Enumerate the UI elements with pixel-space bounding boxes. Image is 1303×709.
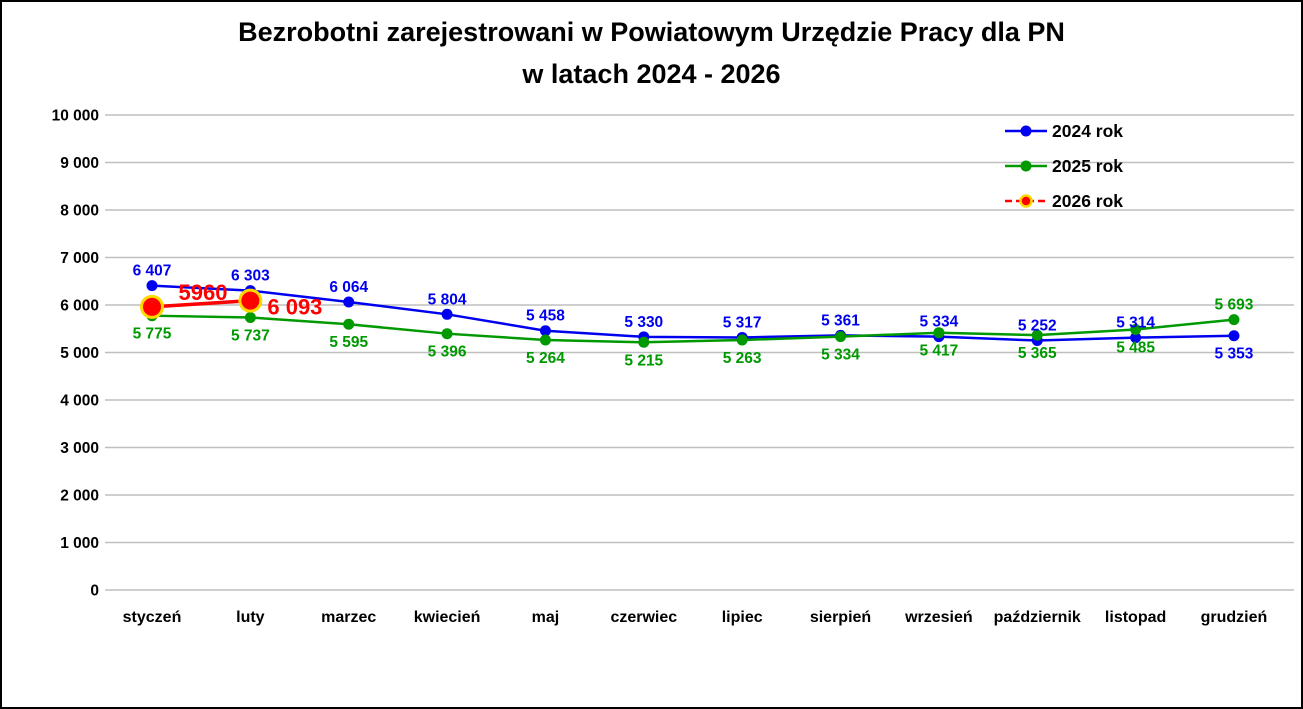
y-tick-label: 1 000 — [60, 535, 99, 552]
data-point-marker — [238, 288, 263, 313]
legend-marker-icon — [1020, 125, 1032, 137]
y-tick-label: 2 000 — [60, 488, 99, 505]
data-point-marker — [933, 327, 945, 339]
data-label: 5 314 — [1116, 315, 1155, 332]
data-label: 5 737 — [231, 327, 270, 344]
x-tick-label: maj — [532, 609, 560, 626]
data-point-marker — [539, 325, 551, 337]
x-axis-labels: styczeń luty marzec kwiecień maj czerwiec lipi… — [123, 609, 1268, 626]
y-tick-label: 10 000 — [52, 108, 99, 125]
data-label: 5 693 — [1215, 297, 1254, 314]
gridlines — [105, 114, 1294, 591]
data-label: 5 215 — [624, 352, 663, 369]
data-label: 6 093 — [267, 295, 322, 320]
series-2025-rok — [146, 310, 1240, 348]
data-point-marker — [343, 296, 355, 308]
legend-marker-icon — [1019, 194, 1033, 208]
legend-marker-icon — [1020, 160, 1032, 172]
data-point-marker — [1228, 330, 1240, 342]
data-label: 5 485 — [1116, 339, 1155, 356]
data-label: 5 595 — [329, 334, 368, 351]
x-tick-label: kwiecień — [414, 609, 481, 626]
data-label: 5 458 — [526, 308, 565, 325]
data-point-marker — [146, 280, 158, 292]
data-point-marker — [1130, 323, 1142, 335]
data-point-marker — [1130, 332, 1142, 344]
chart-title: Bezrobotni zarejestrowani w Powiatowym U… — [2, 11, 1301, 95]
series-line — [151, 314, 1235, 344]
data-point-marker — [1228, 314, 1240, 326]
x-tick-label: sierpień — [810, 609, 871, 626]
legend-label: 2024 rok — [1052, 121, 1123, 141]
legend-label: 2025 rok — [1052, 156, 1123, 176]
data-label: 6 064 — [329, 279, 368, 296]
data-label: 6 303 — [231, 268, 270, 285]
data-point-marker — [736, 334, 748, 346]
y-tick-label: 0 — [90, 583, 99, 600]
data-point-marker — [441, 328, 453, 340]
data-point-marker — [539, 334, 551, 346]
data-point-marker — [441, 308, 453, 320]
y-tick-label: 4 000 — [60, 393, 99, 410]
data-point-marker — [244, 311, 256, 323]
legend-label: 2026 rok — [1052, 191, 1123, 211]
x-tick-label: grudzień — [1201, 609, 1268, 626]
legend-item-2026-rok: 2026 rok — [1005, 191, 1123, 211]
data-labels-2024-rok: 6 407 6 303 6 064 5 804 5 458 5 330 5 317 5 361… — [133, 263, 1254, 363]
data-labels-2026-rok: 5960 6 093 — [179, 280, 323, 320]
data-label: 5 334 — [919, 314, 958, 331]
x-tick-label: luty — [236, 609, 265, 626]
y-tick-label: 5 000 — [60, 345, 99, 362]
series-2026-rok — [140, 288, 263, 319]
chart-title-line2: w latach 2024 - 2026 — [522, 59, 781, 89]
x-tick-label: marzec — [321, 609, 376, 626]
x-tick-label: wrzesień — [904, 609, 973, 626]
chart-title-line1: Bezrobotni zarejestrowani w Powiatowym U… — [238, 17, 1065, 47]
data-label: 5 353 — [1215, 346, 1254, 363]
y-tick-label: 6 000 — [60, 298, 99, 315]
y-tick-label: 9 000 — [60, 155, 99, 172]
x-tick-label: październik — [994, 609, 1081, 626]
data-label: 5 317 — [723, 314, 762, 331]
data-labels-2025-rok: 5 775 5 737 5 595 5 396 5 264 5 215 5 263 5 334… — [133, 297, 1254, 370]
data-point-marker — [1031, 329, 1043, 341]
data-label: 5 775 — [133, 326, 172, 343]
data-label: 5 417 — [919, 343, 958, 360]
legend: 2024 rok 2025 rok 2026 rok — [1005, 121, 1123, 211]
data-label: 5 252 — [1018, 318, 1057, 335]
data-point-marker — [343, 318, 355, 330]
series-line — [151, 284, 1234, 342]
data-point-marker — [835, 331, 847, 343]
y-tick-label: 7 000 — [60, 250, 99, 267]
data-point-marker — [638, 336, 650, 348]
data-label: 5 334 — [821, 347, 860, 364]
data-label: 5 330 — [624, 314, 663, 331]
x-tick-label: styczeń — [123, 609, 182, 626]
data-label: 5 263 — [723, 350, 762, 367]
x-tick-label: listopad — [1105, 609, 1166, 626]
y-tick-label: 8 000 — [60, 203, 99, 220]
data-label: 5 365 — [1018, 345, 1057, 362]
data-point-marker — [140, 294, 164, 319]
x-tick-label: lipiec — [722, 609, 763, 626]
series-line — [151, 298, 251, 309]
data-label: 5 396 — [428, 344, 467, 361]
legend-item-2025-rok: 2025 rok — [1005, 156, 1123, 176]
y-tick-label: 3 000 — [60, 440, 99, 457]
data-label: 5 264 — [526, 350, 565, 367]
legend-item-2024-rok: 2024 rok — [1005, 121, 1123, 141]
data-label: 5960 — [179, 280, 228, 305]
y-axis-labels: 0 1 000 2 000 3 000 4 000 5 000 6 000 7 000 8 00… — [52, 108, 99, 600]
data-label: 5 804 — [428, 291, 467, 308]
data-label: 5 361 — [821, 312, 860, 329]
x-tick-label: czerwiec — [610, 609, 677, 626]
data-label: 6 407 — [133, 263, 172, 280]
